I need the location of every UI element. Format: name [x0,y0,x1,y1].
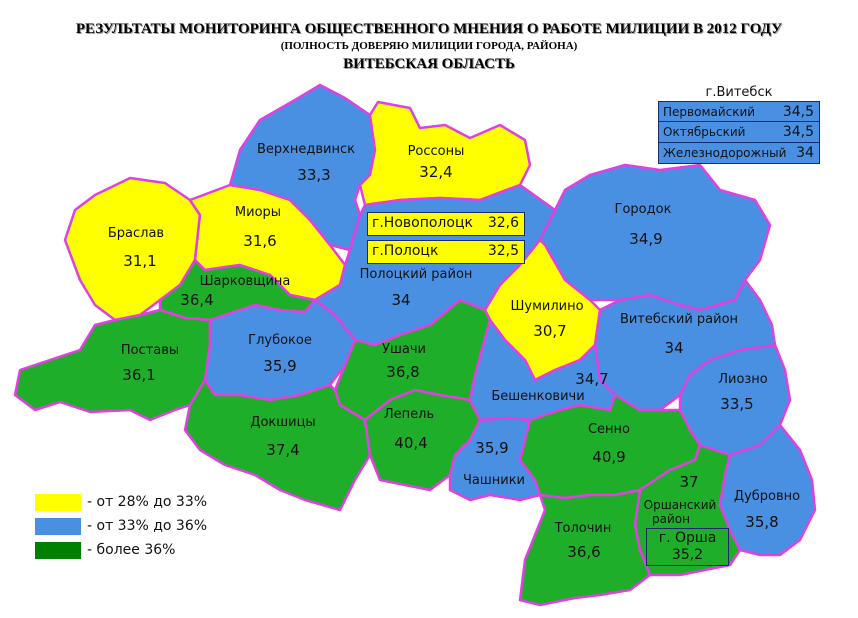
label-liozno: Лиозно [718,372,768,387]
label-verkhnedvinsk: Верхнедвинск [257,142,355,157]
legend-item: - от 28% до 33% [35,490,207,514]
value-chashniki: 35,9 [475,439,508,457]
label-orsha-rayon-1: Оршанский [644,498,717,512]
value-braslav: 31,1 [123,252,156,270]
value-orsha-rayon: 37 [679,473,698,491]
legend-label: - от 28% до 33% [87,494,208,510]
legend-label: - более 36% [87,542,176,558]
label-senno: Сенно [588,422,630,437]
region-postavy[interactable] [13,308,212,422]
label-vitebsk-rayon: Витебский район [620,312,738,327]
label-dokshitsy: Докшицы [250,415,315,430]
value-senno: 40,9 [592,448,625,466]
label-lepel: Лепель [384,407,434,422]
legend-label: - от 33% до 36% [87,518,208,534]
map-legend: - от 28% до 33% - от 33% до 36% - более … [35,490,207,562]
label-dubrovno: Дубровно [734,489,800,504]
vitebsk-district-value: 34,5 [782,103,814,120]
vitebsk-city-title: г.Витебск [705,85,773,100]
value-dokshitsy: 37,4 [266,441,299,459]
legend-swatch-yellow [35,493,81,511]
label-braslav: Браслав [108,226,164,241]
legend-item: - от 33% до 36% [35,514,207,538]
value-lepel: 40,4 [394,434,427,452]
label-polotsk-rayon: Полоцкий район [360,267,473,282]
label-glubokoe: Глубокое [248,333,312,348]
map-region-title: ВИТЕБСКАЯ ОБЛАСТЬ [343,56,515,72]
city-polotsk-value: 32,5 [487,243,519,259]
label-ushachi: Ушачи [382,342,426,357]
value-ushachi: 36,8 [386,363,419,381]
vitebsk-district-row[interactable]: Железнодорожный 34 [658,141,820,164]
region-tolochin[interactable] [518,488,652,607]
value-verkhnedvinsk: 33,3 [297,166,330,184]
city-novopolotsk-box[interactable]: г.Новополоцк 32,6 [367,212,525,236]
vitebsk-district-row[interactable]: Октябрьский 34,5 [658,121,820,143]
value-miory: 31,6 [243,232,276,250]
legend-swatch-green [35,541,81,559]
vitebsk-district-name: Железнодорожный [663,145,787,160]
region-dubrovno[interactable] [718,423,817,557]
label-gorodok: Городок [615,202,672,217]
value-postavy: 36,1 [122,366,155,384]
value-polotsk-rayon: 34 [391,291,410,309]
legend-item: - более 36% [35,538,207,562]
value-glubokoe: 35,9 [263,357,296,375]
value-tolochin: 36,6 [567,543,600,561]
city-polotsk-name: г.Полоцк [372,243,439,259]
value-dubrovno: 35,8 [745,513,778,531]
vitebsk-district-name: Октябрьский [663,125,746,139]
city-orsha-box[interactable]: г. Орша 35,2 [646,528,729,566]
label-shumilino: Шумилино [510,299,583,314]
value-gorodok: 34,9 [629,230,662,248]
city-novopolotsk-name: г.Новополоцк [372,215,473,231]
city-novopolotsk-value: 32,6 [487,215,519,231]
label-rossony: Россоны [408,144,465,159]
city-orsha-value: 35,2 [671,547,704,563]
region-glubokoe[interactable] [203,298,357,402]
label-chashniki: Чашники [463,473,525,488]
city-polotsk-box[interactable]: г.Полоцк 32,5 [367,240,525,264]
map-title: РЕЗУЛЬТАТЫ МОНИТОРИНГА ОБЩЕСТВЕННОГО МНЕ… [75,21,783,37]
region-verkhnedvinsk[interactable] [228,83,377,252]
label-orsha-rayon-2: район [652,512,690,526]
value-sharkovshchina: 36,4 [180,291,213,309]
label-sharkovshchina: Шарковщина [200,274,291,289]
label-beshenkovichi: Бешенковичи [491,389,584,404]
map-subtitle: (ПОЛНОСТЬ ДОВЕРЯЮ МИЛИЦИИ ГОРОДА, РАЙОНА… [280,40,578,52]
label-postavy: Поставы [121,343,179,358]
city-orsha-name: г. Орша [658,530,717,546]
label-tolochin: Толочин [554,521,612,536]
legend-swatch-blue [35,517,81,535]
value-beshenkovichi: 34,7 [575,370,608,388]
value-vitebsk-rayon: 34 [664,339,683,357]
region-rossony[interactable] [358,100,532,207]
vitebsk-district-value: 34 [796,144,814,161]
vitebsk-district-value: 34,5 [782,124,814,140]
value-liozno: 33,5 [720,395,753,413]
value-shumilino: 30,7 [533,322,566,340]
label-miory: Миоры [235,205,281,220]
vitebsk-city-table: г.Витебск Первомайский 34,5 Октябрьский … [658,85,820,164]
value-rossony: 32,4 [419,163,452,181]
vitebsk-district-row[interactable]: Первомайский 34,5 [658,100,820,123]
vitebsk-district-name: Первомайский [663,104,756,119]
